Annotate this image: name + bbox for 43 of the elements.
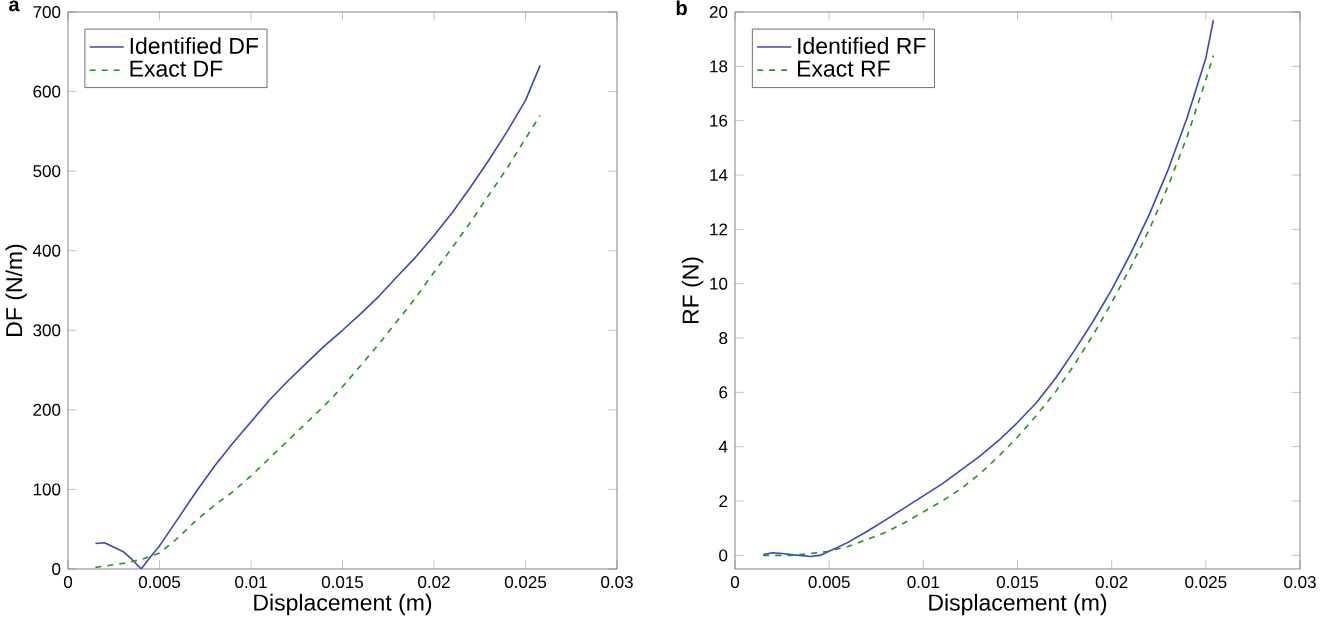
text: b (676, 0, 687, 16)
y-tick-label: 300 (33, 324, 61, 337)
y-tick-label: 400 (32, 244, 61, 257)
y-tick-label: 700 (33, 6, 61, 19)
x-tick-label: 0.015 (321, 576, 364, 589)
x-tick-label: 0.01 (235, 576, 267, 589)
y-tick-label: 0 (52, 562, 61, 575)
x-tick-label: 0.005 (808, 576, 850, 589)
y-tick-label: 14 (710, 169, 728, 181)
y-tick-label: 6 (719, 386, 728, 399)
x-tick-label: 0 (63, 576, 73, 589)
x-tick-label: 0.025 (1185, 576, 1227, 589)
y-axis-title: RF (N) (681, 257, 704, 324)
legend-label: Identified RF (798, 37, 926, 54)
y-tick-label: 600 (33, 85, 61, 98)
y-tick-label: 8 (719, 332, 728, 345)
y-tick-label: 4 (718, 440, 728, 453)
x-axis-title: Displacement (m) (929, 593, 1107, 616)
y-tick-label: 12 (710, 223, 728, 236)
legend-label: Identified DF (130, 37, 259, 55)
x-tick-label: 0.03 (601, 576, 633, 589)
y-tick-label: 16 (710, 114, 728, 127)
x-tick-label: 0.005 (138, 576, 181, 589)
legend-label: Exact DF (130, 60, 223, 77)
x-tick-label: 0.01 (907, 576, 940, 589)
y-tick-label: 20 (709, 5, 728, 18)
x-tick-label: 0 (730, 576, 740, 589)
y-tick-label: 100 (33, 483, 61, 496)
legend-label: Exact RF (797, 60, 890, 77)
x-tick-label: 0.03 (1284, 576, 1316, 589)
y-tick-label: 500 (33, 165, 61, 178)
x-tick-label: 0.02 (1095, 576, 1128, 589)
y-tick-label: 2 (719, 495, 728, 507)
y-tick-label: 10 (710, 277, 728, 290)
x-tick-label: 0.015 (996, 576, 1039, 589)
x-tick-label: 0.02 (418, 576, 450, 589)
y-tick-label: 0 (719, 549, 728, 562)
y-tick-label: 200 (33, 403, 61, 416)
x-axis-title: Displacement (m) (254, 593, 432, 616)
text: a (9, 0, 20, 12)
y-axis-title: DF (N/m) (5, 244, 27, 336)
x-tick-label: 0.025 (504, 576, 547, 589)
y-tick-label: 18 (710, 60, 728, 73)
